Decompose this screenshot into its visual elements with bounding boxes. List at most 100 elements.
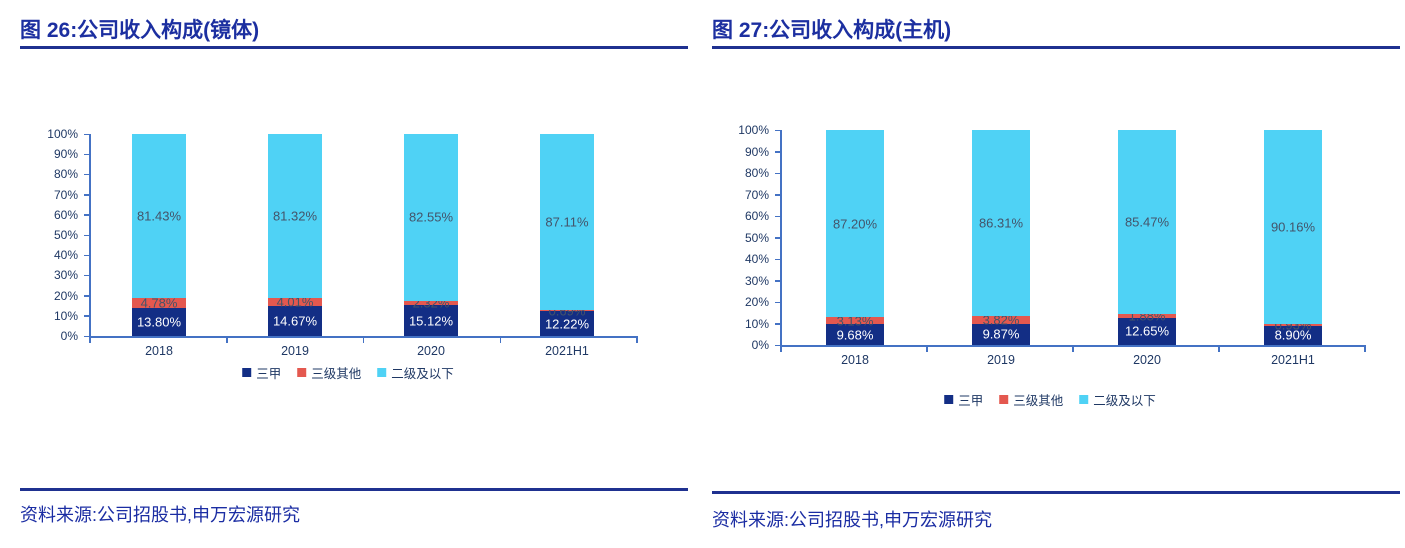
y-axis-tick-label: 50% [53, 228, 78, 242]
y-axis-tick [775, 280, 781, 282]
legend-label: 二级及以下 [391, 367, 454, 381]
bar-segment-三甲-2018 [826, 324, 884, 345]
y-axis-tick [84, 274, 90, 277]
segment-value-label: 4.01% [276, 294, 314, 310]
legend-label: 三甲 [256, 367, 282, 381]
bar-segment-三甲-2018 [132, 308, 186, 336]
y-axis-tick [84, 153, 90, 156]
y-axis-tick [775, 301, 781, 303]
legend-label: 三级其他 [1013, 394, 1064, 408]
category-label-2018: 2018 [145, 344, 173, 358]
chart-legend: 三甲 三级其他 二级及以下 [242, 363, 454, 382]
bar-segment-二级及以下-2020 [1118, 130, 1176, 314]
bar-segment-三级其他-2019 [268, 298, 322, 307]
segment-value-label: 90.16% [1270, 219, 1316, 235]
y-axis-tick [84, 254, 90, 257]
legend-label: 二级及以下 [1093, 394, 1156, 408]
y-axis-tick-label: 10% [744, 316, 769, 331]
x-axis-tick [89, 338, 91, 343]
figure-27-title: 图 27:公司收入构成(主机) [712, 19, 952, 42]
figure-26-source: 资料来源:公司招股书,申万宏源研究 [20, 505, 301, 525]
bar-segment-二级及以下-2021H1 [540, 133, 594, 310]
x-axis-tick [226, 338, 228, 343]
y-axis-tick [775, 258, 781, 260]
y-axis-tick [84, 234, 90, 236]
bar-segment-二级及以下-2019 [972, 130, 1030, 316]
legend-label: 三甲 [958, 394, 984, 408]
bar-segment-三甲-2020 [1118, 317, 1176, 345]
y-axis-tick-label: 70% [53, 187, 78, 202]
x-axis-tick [499, 338, 501, 343]
x-axis-tick [1072, 347, 1074, 352]
y-axis-tick [84, 315, 90, 317]
y-axis-tick [84, 173, 90, 176]
legend-swatch-icon [297, 368, 307, 377]
segment-value-label: 12.22% [544, 316, 590, 332]
category-label-2020: 2020 [1133, 353, 1161, 367]
x-axis-tick [1218, 347, 1220, 352]
figure-27-source-rule [712, 491, 1400, 494]
bar-segment-三级其他-2020 [1118, 313, 1176, 318]
y-axis-tick-label: 70% [744, 187, 769, 202]
segment-value-label: 81.32% [272, 208, 318, 224]
bar-segment-三甲-2019 [972, 323, 1030, 345]
x-axis-tick [1364, 347, 1366, 352]
y-axis-tick [775, 237, 781, 239]
y-axis-tick-label: 20% [744, 295, 769, 309]
y-axis-tick [775, 194, 781, 196]
segment-value-label: 14.67% [272, 313, 318, 329]
legend-item-三级其他: 三级其他 [297, 363, 361, 382]
y-axis-tick-label: 40% [744, 252, 769, 266]
x-axis-tick [362, 338, 365, 343]
y-axis-tick-label: 60% [53, 207, 78, 222]
x-axis-tick [926, 347, 928, 352]
category-label-2021H1: 2021H1 [1271, 353, 1315, 367]
y-axis-tick [775, 323, 781, 325]
segment-value-label: 8.90% [1274, 327, 1312, 343]
y-axis-tick [84, 335, 90, 337]
figure-26-title: 图 26:公司收入构成(镜体) [20, 19, 260, 42]
bar-segment-三级其他-2018 [826, 317, 884, 325]
y-axis-tick [84, 133, 90, 135]
y-axis-tick-label: 50% [744, 230, 769, 245]
bar-segment-二级及以下-2018 [826, 129, 884, 318]
legend-swatch-icon [1079, 395, 1089, 404]
segment-value-label: 3.82% [982, 312, 1020, 328]
y-axis-tick-label: 30% [53, 268, 78, 283]
y-axis-line [89, 134, 91, 338]
category-label-2019: 2019 [281, 344, 309, 358]
y-axis-tick-label: 90% [53, 147, 78, 162]
legend-item-二级及以下: 二级及以下 [1079, 390, 1156, 409]
legend-item-三甲: 三甲 [242, 363, 281, 382]
legend-item-二级及以下: 二级及以下 [377, 363, 454, 382]
segment-value-label: 81.43% [136, 208, 182, 224]
category-label-2019: 2019 [987, 353, 1015, 367]
legend-label: 三级其他 [311, 367, 362, 381]
segment-value-label: 9.87% [982, 326, 1020, 342]
category-label-2021H1: 2021H1 [545, 344, 589, 358]
bar-segment-三甲-2021H1 [540, 311, 594, 336]
figure-27-source: 资料来源:公司招股书,申万宏源研究 [712, 510, 993, 530]
y-axis-tick [775, 215, 781, 217]
bar-segment-三级其他-2021H1 [540, 309, 594, 312]
x-axis-line [780, 345, 1366, 347]
segment-value-label: 85.47% [1124, 214, 1170, 230]
bar-segment-三甲-2021H1 [1264, 325, 1322, 345]
y-axis-tick-label: 30% [744, 273, 769, 288]
segment-value-label: 87.20% [832, 216, 878, 232]
segment-value-label: 86.31% [978, 215, 1024, 231]
segment-value-label: 13.80% [136, 314, 182, 330]
legend-swatch-icon [377, 368, 387, 377]
y-axis-tick [775, 151, 781, 153]
y-axis-tick [775, 172, 781, 174]
bar-segment-三甲-2019 [268, 306, 322, 336]
y-axis-tick-label: 100% [47, 127, 78, 141]
legend-item-三甲: 三甲 [944, 390, 983, 409]
bar-segment-三级其他-2020 [404, 300, 458, 306]
figure-27-title-underline [712, 46, 1400, 49]
category-label-2020: 2020 [417, 344, 445, 358]
y-axis-tick [84, 214, 90, 216]
